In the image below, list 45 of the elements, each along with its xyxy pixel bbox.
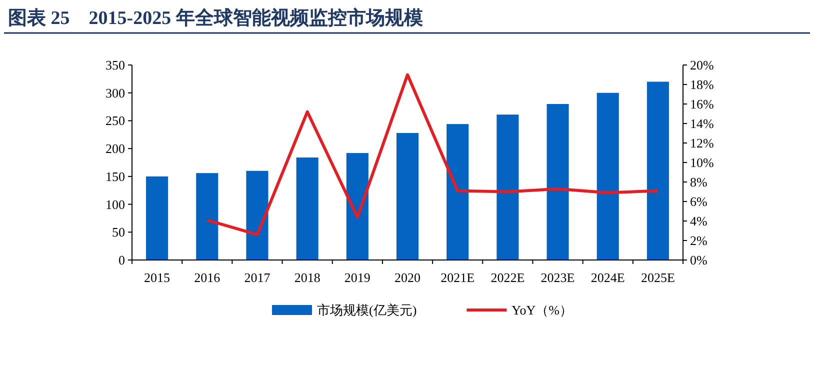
- bar: [496, 114, 519, 260]
- y2-tick-label: 14%: [690, 116, 714, 131]
- line-series: [206, 73, 660, 236]
- x-tick-label: 2016: [194, 270, 221, 285]
- x-tick-label: 2025E: [640, 270, 675, 285]
- y2-tick-label: 0%: [690, 252, 708, 268]
- x-tick-label: 2017: [244, 270, 271, 285]
- y-tick-label: 100: [106, 196, 125, 212]
- y2-tick-label: 2%: [690, 233, 708, 248]
- y-tick-label: 200: [106, 141, 125, 156]
- y2-tick-label: 12%: [690, 136, 714, 150]
- bar: [396, 132, 419, 260]
- x-tick-label: 2015: [144, 270, 170, 285]
- x-tick-label: 2018: [294, 270, 320, 285]
- y2-tick-label: 6%: [690, 194, 708, 209]
- bar: [346, 153, 368, 260]
- bar: [196, 173, 218, 260]
- y2-tick-label: 4%: [690, 214, 708, 228]
- x-tick-label: 2019: [344, 270, 370, 285]
- legend-label: YoY（%）: [512, 302, 572, 318]
- x-tick-label: 2022E: [490, 270, 525, 285]
- y-tick-label: 250: [106, 113, 125, 128]
- y2-tick-label: 10%: [690, 155, 714, 170]
- x-tick-label: 2024E: [590, 270, 625, 285]
- y2-tick-label: 16%: [690, 96, 714, 112]
- bar: [546, 104, 569, 260]
- x-tick-label: 2023E: [540, 270, 575, 285]
- chart-title: 图表 25 2015-2025 年全球智能视频监控市场规模: [8, 7, 423, 29]
- y2-tick-label: 20%: [690, 58, 714, 72]
- bar: [446, 124, 469, 260]
- y2-tick-label: 18%: [690, 77, 714, 92]
- y-tick-label: 300: [106, 85, 125, 100]
- y2-tick-label: 8%: [690, 174, 708, 190]
- y-tick-label: 50: [112, 224, 125, 240]
- y-tick-label: 350: [106, 58, 125, 72]
- legend-label: 市场规模(亿美元): [317, 302, 417, 318]
- bar: [596, 92, 619, 260]
- y-tick-label: 150: [106, 168, 125, 184]
- bar: [146, 176, 168, 260]
- y-tick-label: 0: [118, 252, 125, 268]
- bar: [246, 170, 268, 260]
- bar: [296, 157, 318, 260]
- x-tick-label: 2021E: [440, 270, 475, 285]
- x-tick-label: 2020: [394, 270, 420, 285]
- bar: [646, 82, 669, 260]
